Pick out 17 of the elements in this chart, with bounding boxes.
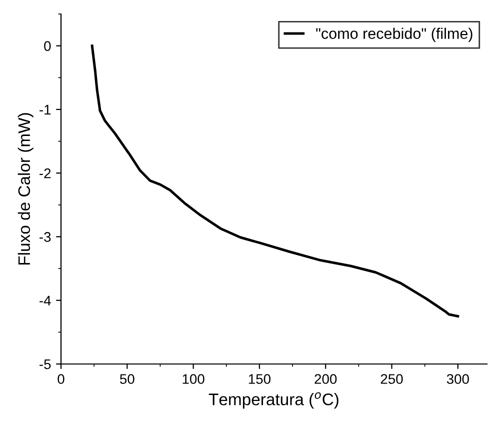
y-tick-label: -2 [40,168,51,178]
x-tick-label: 250 [380,374,403,384]
y-tick-label: 0 [44,41,51,51]
x-tick-label: 150 [248,374,270,384]
y-tick-label: -4 [40,296,51,306]
x-tick-label: 100 [182,374,204,384]
x-tick-label: 0 [58,374,64,384]
y-tick-label: -5 [40,359,51,370]
x-tick-label: 200 [314,374,337,384]
x-tick-label: 50 [120,374,134,384]
line-series [90,44,460,318]
y-tick-label: -3 [40,232,51,242]
x-tick-label: 300 [446,374,469,384]
y-tick-label: -1 [40,104,51,114]
legend-label: "como recebido" (filme) [316,28,472,42]
x-axis-title: Temperatura ($^{o}$C) [208,392,338,409]
y-axis-title: Fluxo de Calor (mW) [18,113,34,264]
